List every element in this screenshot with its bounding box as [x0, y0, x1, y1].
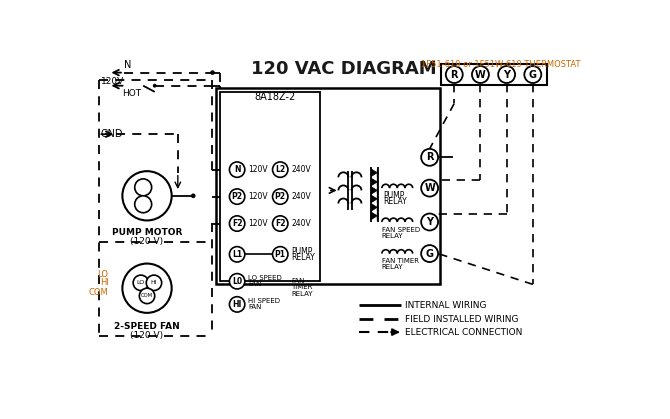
Bar — [220, 92, 320, 280]
Text: HOT: HOT — [122, 89, 141, 98]
Text: LO: LO — [137, 280, 145, 285]
Text: G: G — [529, 70, 537, 80]
Circle shape — [135, 196, 151, 213]
Text: RELAY: RELAY — [382, 233, 403, 239]
Text: FAN SPEED: FAN SPEED — [382, 227, 420, 233]
Text: LO SPEED: LO SPEED — [248, 275, 281, 281]
Text: 240V: 240V — [291, 165, 311, 174]
Text: P1: P1 — [275, 250, 285, 259]
Polygon shape — [371, 195, 377, 203]
Circle shape — [229, 162, 245, 177]
Text: COM: COM — [141, 293, 153, 298]
Text: PUMP: PUMP — [291, 247, 312, 256]
Text: R: R — [450, 70, 458, 80]
Text: L2: L2 — [275, 165, 285, 174]
Text: W: W — [424, 183, 435, 193]
Text: F2: F2 — [275, 219, 285, 228]
Text: HI SPEED: HI SPEED — [248, 298, 280, 304]
Text: G: G — [425, 248, 433, 259]
Circle shape — [191, 194, 196, 198]
Text: RELAY: RELAY — [291, 291, 313, 297]
Polygon shape — [371, 169, 377, 176]
Circle shape — [146, 275, 161, 290]
Text: Y: Y — [503, 70, 510, 80]
Text: 120V: 120V — [248, 165, 267, 174]
Text: Y: Y — [426, 217, 433, 227]
Text: PUMP: PUMP — [383, 191, 405, 199]
Text: L0: L0 — [232, 277, 242, 286]
Text: FIELD INSTALLED WIRING: FIELD INSTALLED WIRING — [405, 315, 519, 323]
Circle shape — [229, 189, 245, 204]
Circle shape — [139, 288, 155, 304]
Circle shape — [391, 330, 395, 334]
Circle shape — [446, 66, 463, 83]
Text: RELAY: RELAY — [382, 264, 403, 270]
Text: RELAY: RELAY — [291, 253, 315, 262]
Polygon shape — [371, 186, 377, 194]
Circle shape — [273, 189, 288, 204]
Circle shape — [421, 180, 438, 197]
Text: HI: HI — [151, 280, 157, 285]
Text: 120V: 120V — [100, 78, 124, 86]
Text: FAN: FAN — [248, 305, 261, 310]
Text: FAN: FAN — [248, 282, 261, 287]
Text: 120V: 120V — [248, 192, 267, 201]
Text: TIMER: TIMER — [291, 285, 312, 290]
Circle shape — [135, 179, 151, 196]
Text: ELECTRICAL CONNECTION: ELECTRICAL CONNECTION — [405, 328, 523, 336]
Text: P2: P2 — [275, 192, 285, 201]
Circle shape — [273, 247, 288, 262]
Text: FAN: FAN — [291, 278, 304, 284]
Polygon shape — [371, 178, 377, 186]
Text: COM: COM — [88, 287, 109, 297]
Circle shape — [229, 274, 245, 289]
Text: 240V: 240V — [291, 219, 311, 228]
Circle shape — [273, 162, 288, 177]
Text: L1: L1 — [232, 250, 242, 259]
Circle shape — [229, 216, 245, 231]
Text: GND: GND — [100, 129, 123, 139]
Text: W: W — [475, 70, 486, 80]
Text: LO: LO — [98, 270, 109, 279]
Text: 120 VAC DIAGRAM: 120 VAC DIAGRAM — [251, 59, 436, 78]
Text: RELAY: RELAY — [383, 197, 407, 206]
Text: FAN TIMER: FAN TIMER — [382, 258, 419, 264]
Circle shape — [421, 245, 438, 262]
Circle shape — [153, 84, 157, 88]
Text: 8A18Z-2: 8A18Z-2 — [255, 92, 296, 102]
Circle shape — [525, 66, 541, 83]
Text: 1F51-619 or 1F51W-619 THERMOSTAT: 1F51-619 or 1F51W-619 THERMOSTAT — [421, 59, 581, 69]
Text: (120 V): (120 V) — [131, 331, 163, 340]
Circle shape — [229, 297, 245, 312]
Text: 120V: 120V — [248, 219, 267, 228]
Text: R: R — [426, 153, 433, 162]
Circle shape — [472, 66, 489, 83]
Circle shape — [133, 275, 149, 290]
Text: INTERNAL WIRING: INTERNAL WIRING — [405, 301, 486, 310]
Circle shape — [123, 264, 172, 313]
Text: F2: F2 — [232, 219, 243, 228]
Text: N: N — [124, 60, 131, 70]
Polygon shape — [371, 212, 377, 220]
Circle shape — [210, 70, 215, 75]
Circle shape — [421, 149, 438, 166]
Text: N: N — [234, 165, 241, 174]
Text: 240V: 240V — [291, 192, 311, 201]
Circle shape — [498, 66, 515, 83]
Text: (120 V): (120 V) — [131, 238, 163, 246]
Text: P2: P2 — [232, 192, 243, 201]
Bar — [441, 64, 547, 85]
Text: HI: HI — [100, 278, 109, 287]
Circle shape — [123, 171, 172, 220]
Bar — [216, 88, 440, 285]
Text: HI: HI — [232, 300, 242, 309]
Circle shape — [273, 216, 288, 231]
Polygon shape — [371, 204, 377, 211]
Circle shape — [229, 247, 245, 262]
Circle shape — [421, 214, 438, 230]
Text: PUMP MOTOR: PUMP MOTOR — [112, 228, 182, 237]
Text: 2-SPEED FAN: 2-SPEED FAN — [114, 322, 180, 331]
